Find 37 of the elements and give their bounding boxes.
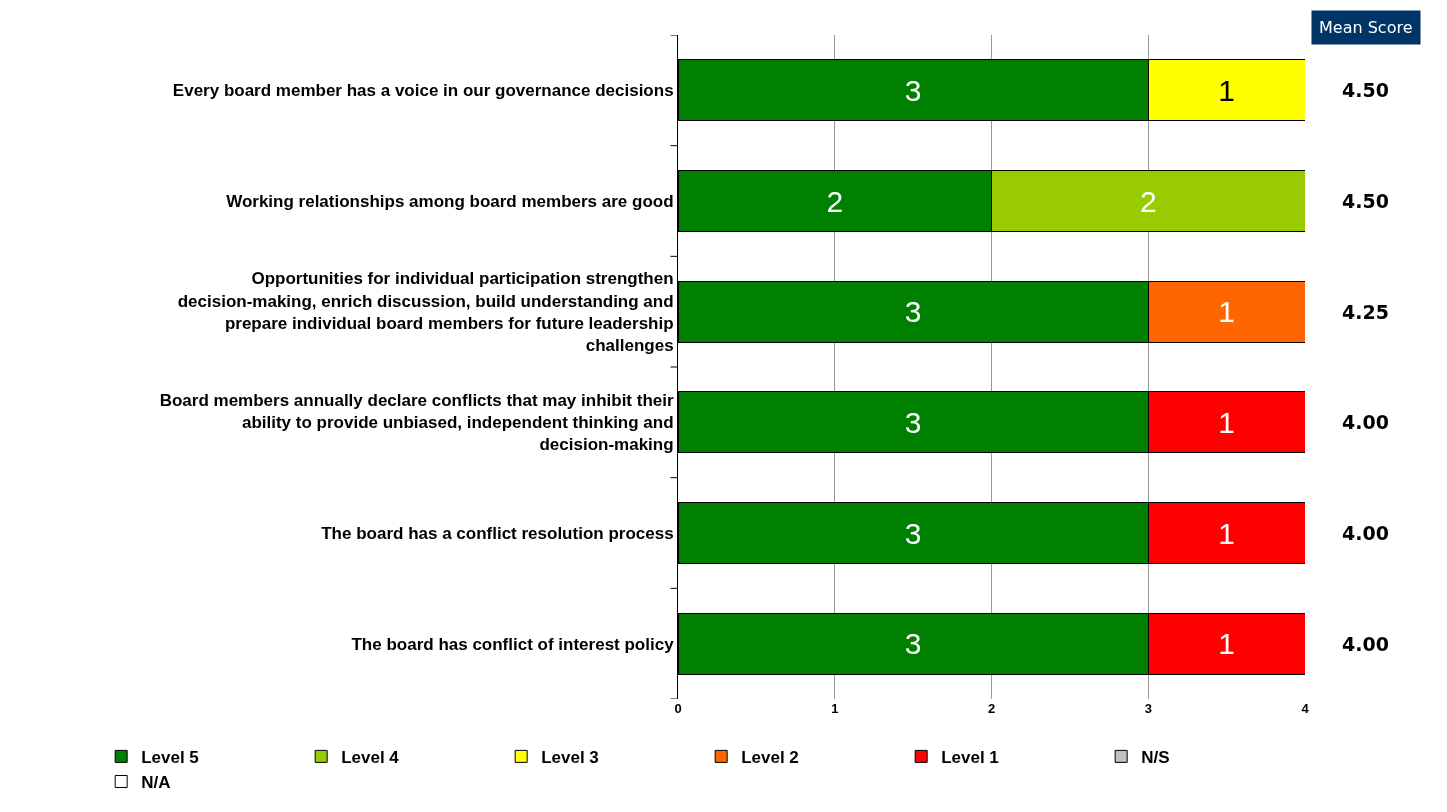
text: 4.00	[1342, 633, 1389, 655]
data-label: 3	[904, 73, 922, 107]
text: 4.50	[1342, 190, 1389, 212]
x-tick-label: 4	[1301, 701, 1310, 716]
data-label: 2	[826, 184, 844, 218]
data-label: 3	[904, 295, 922, 329]
y-tick-label: Board members annually declare conflicts that may inhibit their ability to provide unbiased, independent thinking and decision-making	[159, 391, 674, 455]
data-label: 3	[904, 516, 922, 550]
legend-label: Level 1	[941, 748, 999, 768]
x-tick-label: 1	[831, 701, 839, 716]
x-tick-label: 3	[1144, 701, 1152, 716]
data-label: 1	[1218, 627, 1235, 661]
data-label: 1	[1218, 516, 1235, 550]
data-label: 3	[904, 627, 922, 661]
legend-label: N/S	[1141, 748, 1170, 768]
data-label: 1	[1218, 295, 1235, 329]
legend-label: N/A	[141, 773, 171, 793]
data-label: 2	[1139, 184, 1157, 218]
text: 4.50	[1342, 79, 1389, 101]
legend-label: Level 2	[741, 748, 799, 768]
text: 4.00	[1342, 411, 1389, 433]
text: 4.00	[1342, 522, 1389, 544]
text: 4.25	[1342, 301, 1389, 323]
y-tick-label: Opportunities for individual participation strengthen decision-making, enrich discussion, build understanding and prepare individual board members for future leadership challenges	[177, 269, 674, 355]
y-tick-label: The board has a conflict resolution process	[321, 523, 674, 543]
x-tick-label: 0	[674, 701, 682, 716]
data-label: 1	[1218, 73, 1235, 107]
data-label: 3	[904, 405, 922, 439]
legend-label: Level 3	[541, 748, 599, 768]
data-label: 1	[1218, 405, 1235, 439]
text: Mean Score	[1319, 18, 1413, 37]
legend-label: Level 4	[341, 748, 400, 768]
y-tick-label: The board has conflict of interest policy	[351, 634, 675, 654]
legend-label: Level 5	[141, 748, 199, 768]
x-tick-label: 2	[987, 701, 996, 716]
y-tick-label: Every board member has a voice in our governance decisions	[172, 81, 674, 101]
y-tick-label: Working relationships among board members are good	[226, 191, 674, 211]
